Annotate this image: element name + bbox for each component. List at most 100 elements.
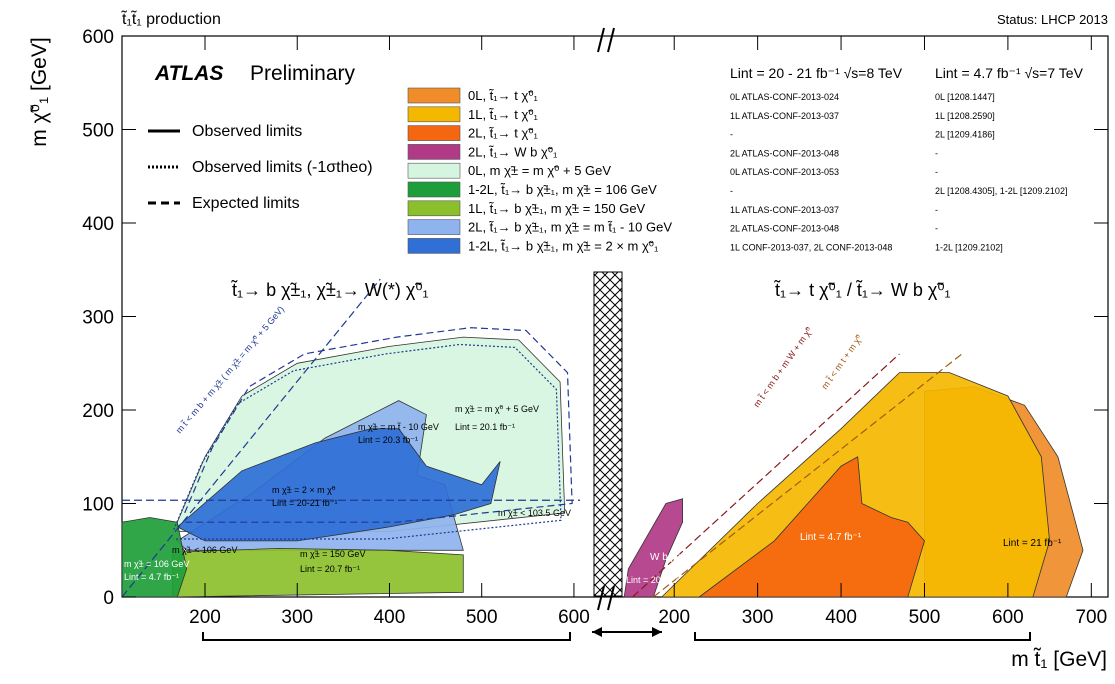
anno-c1035: m χ̃± < 103.5 GeV xyxy=(498,508,571,518)
ref-8tev: 1L CONF-2013-037, 2L CONF-2013-048 xyxy=(730,242,892,252)
kin-line-left xyxy=(121,278,381,598)
anno-c150: m χ̃± = 150 GeV xyxy=(300,549,365,559)
right-x-tick-label: 500 xyxy=(909,607,941,628)
right-x-tick-label: 200 xyxy=(658,607,690,628)
ytick-label: 500 xyxy=(82,121,114,142)
process-label: t̃₁t̃₁ production xyxy=(120,9,220,28)
legend-label: 1L, t̃₁→ b χ̃±₁, m χ̃± = 150 GeV xyxy=(468,201,646,216)
ref-7tev: - xyxy=(935,224,938,234)
anno-twice: m χ̃± = 2 × m χ̃⁰ xyxy=(272,485,336,495)
right-x-tick-label: 700 xyxy=(1075,607,1107,628)
legend-swatch xyxy=(407,238,461,254)
anno-ml10: m χ̃± = m t̃ - 10 GeV xyxy=(358,422,439,432)
ref-7tev: - xyxy=(935,205,938,215)
ref-8tev: 0L ATLAS-CONF-2013-024 xyxy=(730,92,839,102)
analysis-legend: 0L, t̃₁→ t χ̃⁰₁ 1L, t̃₁→ t χ̃⁰₁ 2L, t̃₁→ t… xyxy=(407,87,672,254)
right-x-tick-label: 400 xyxy=(825,607,857,628)
left-x-tick-label: 400 xyxy=(374,607,406,628)
anno-kin-right2: m t̃ < m t + m χ̃⁰ xyxy=(819,333,864,391)
anno-twice-lumi: Lint = 20-21 fb⁻¹ xyxy=(272,498,338,508)
atlas-label: ATLAS xyxy=(154,62,223,85)
anno-c106: m χ̃± < 106 GeV xyxy=(172,545,237,555)
ref-7tev: - xyxy=(935,148,938,158)
anno-wb-lumi: Lint = 20 fb⁻¹ xyxy=(626,575,679,585)
lumi-7tev-header: Lint = 4.7 fb⁻¹ √s=7 TeV xyxy=(935,65,1084,81)
left-x-tick-label: 300 xyxy=(281,607,313,628)
left-x-tick-label: 200 xyxy=(189,607,221,628)
legend-label: 0L, t̃₁→ t χ̃⁰₁ xyxy=(468,88,539,103)
legend-swatch xyxy=(407,181,461,198)
ref-7tev: 2L [1208.4305], 1-2L [1209.2102] xyxy=(935,186,1067,196)
ytick-label: 0 xyxy=(103,588,114,609)
right-region-3 xyxy=(623,498,683,598)
anno-g106-lumi: Lint = 4.7 fb⁻¹ xyxy=(124,572,179,582)
legend-swatch xyxy=(407,106,461,123)
ref-8tev: 2L ATLAS-CONF-2013-048 xyxy=(730,224,839,234)
legend-label: 2L, t̃₁→ b χ̃±₁, m χ̃± = m t̃₁ - 10 GeV xyxy=(468,220,672,235)
right-region-2 xyxy=(697,456,925,598)
legend-label: 1-2L, t̃₁→ b χ̃±₁, m χ̃± = 106 GeV xyxy=(468,182,657,197)
anno-ml10-lumi: Lint = 20.3 fb⁻¹ xyxy=(358,435,418,445)
left-region-2 xyxy=(176,428,501,542)
legend-label: 0L, m χ̃± = m χ̃⁰ + 5 GeV xyxy=(468,163,611,178)
left-expected-contour xyxy=(184,327,573,523)
ref-7tev: 1-2L [1209.2102] xyxy=(935,242,1003,252)
ref-7tev: 1L [1208.2590] xyxy=(935,111,995,121)
axis-break xyxy=(593,27,623,611)
ref-7tev: - xyxy=(935,167,938,177)
range-brackets xyxy=(202,627,1031,641)
legend-label: 1-2L, t̃₁→ b χ̃±₁, m χ̃± = 2 × m χ̃⁰₁ xyxy=(468,238,659,253)
anno-lumi21: Lint = 21 fb⁻¹ xyxy=(1003,538,1062,549)
ref-8tev: - xyxy=(730,130,733,140)
ref-8tev: 1L ATLAS-CONF-2013-037 xyxy=(730,111,839,121)
ref-8tev: 0L ATLAS-CONF-2013-053 xyxy=(730,167,839,177)
ref-8tev: - xyxy=(730,186,733,196)
legend-swatch xyxy=(407,125,461,141)
legend-swatch xyxy=(407,219,461,235)
ytick-label: 600 xyxy=(82,27,114,48)
left-x-tick-label: 600 xyxy=(558,607,590,628)
anno-kin-right1: m t̃ < m b + m W + m χ̃⁰ xyxy=(751,325,814,409)
status-label: Status: LHCP 2013 xyxy=(997,12,1108,27)
anno-wb: W b χ̃⁰₁ xyxy=(650,552,684,563)
ref-7tev: 2L [1209.4186] xyxy=(935,130,995,140)
right-x-tick-label: 300 xyxy=(742,607,774,628)
kin-line-right2 xyxy=(652,353,963,598)
style-legend: Observed limits Observed limits (-1σtheo)… xyxy=(148,123,373,212)
left-panel-title: t̃₁→ b χ̃±₁, χ̃±₁→ W(*) χ̃⁰₁ xyxy=(230,280,428,300)
legend-swatch xyxy=(407,144,461,160)
legend-swatch xyxy=(407,162,461,179)
ref-7tev: 0L [1208.1447] xyxy=(935,92,995,102)
lumi-8tev-header: Lint = 20 - 21 fb⁻¹ √s=8 TeV xyxy=(730,65,903,81)
reference-table: Lint = 20 - 21 fb⁻¹ √s=8 TeV Lint = 4.7 … xyxy=(730,65,1084,252)
style-legend-label: Expected limits xyxy=(192,195,300,212)
panels: 0 100 200 300 400 500 600 200 300 400 500 600 200 300… xyxy=(82,27,1109,628)
right-x-tick-label: 600 xyxy=(992,607,1024,628)
preliminary-label: Preliminary xyxy=(250,62,356,85)
ytick-label: 100 xyxy=(82,495,114,516)
right-panel-title: t̃₁→ t χ̃⁰₁ / t̃₁→ W b χ̃⁰₁ xyxy=(773,280,950,300)
x-axis-label: m t̃₁ [GeV] xyxy=(1011,648,1107,671)
anno-g106: m χ̃± = 106 GeV xyxy=(124,559,189,569)
ytick-label: 300 xyxy=(82,308,114,329)
style-legend-label: Observed limits (-1σtheo) xyxy=(192,159,373,176)
kin-line-right1 xyxy=(632,353,900,598)
legend-swatch xyxy=(407,87,461,104)
ytick-label: 400 xyxy=(82,214,114,235)
legend-label: 1L, t̃₁→ t χ̃⁰₁ xyxy=(468,107,539,122)
style-legend-label: Observed limits xyxy=(192,123,302,140)
ytick-label: 200 xyxy=(82,401,114,422)
anno-lsp5-lumi: Lint = 20.1 fb⁻¹ xyxy=(455,422,515,432)
ref-8tev: 2L ATLAS-CONF-2013-048 xyxy=(730,148,839,158)
anno-lsp5: m χ̃± = m χ̃⁰ + 5 GeV xyxy=(455,404,539,414)
ref-8tev: 1L ATLAS-CONF-2013-037 xyxy=(730,205,839,215)
left-x-tick-label: 500 xyxy=(466,607,498,628)
legend-label: 2L, t̃₁→ t χ̃⁰₁ xyxy=(468,126,539,141)
y-axis-label: m χ̃⁰₁ [GeV] xyxy=(28,37,51,146)
legend-swatch xyxy=(407,200,461,217)
anno-c150-lumi: Lint = 20.7 fb⁻¹ xyxy=(300,564,360,574)
anno-lumi47: Lint = 4.7 fb⁻¹ xyxy=(800,532,862,543)
legend-label: 2L, t̃₁→ W b χ̃⁰₁ xyxy=(468,144,558,159)
